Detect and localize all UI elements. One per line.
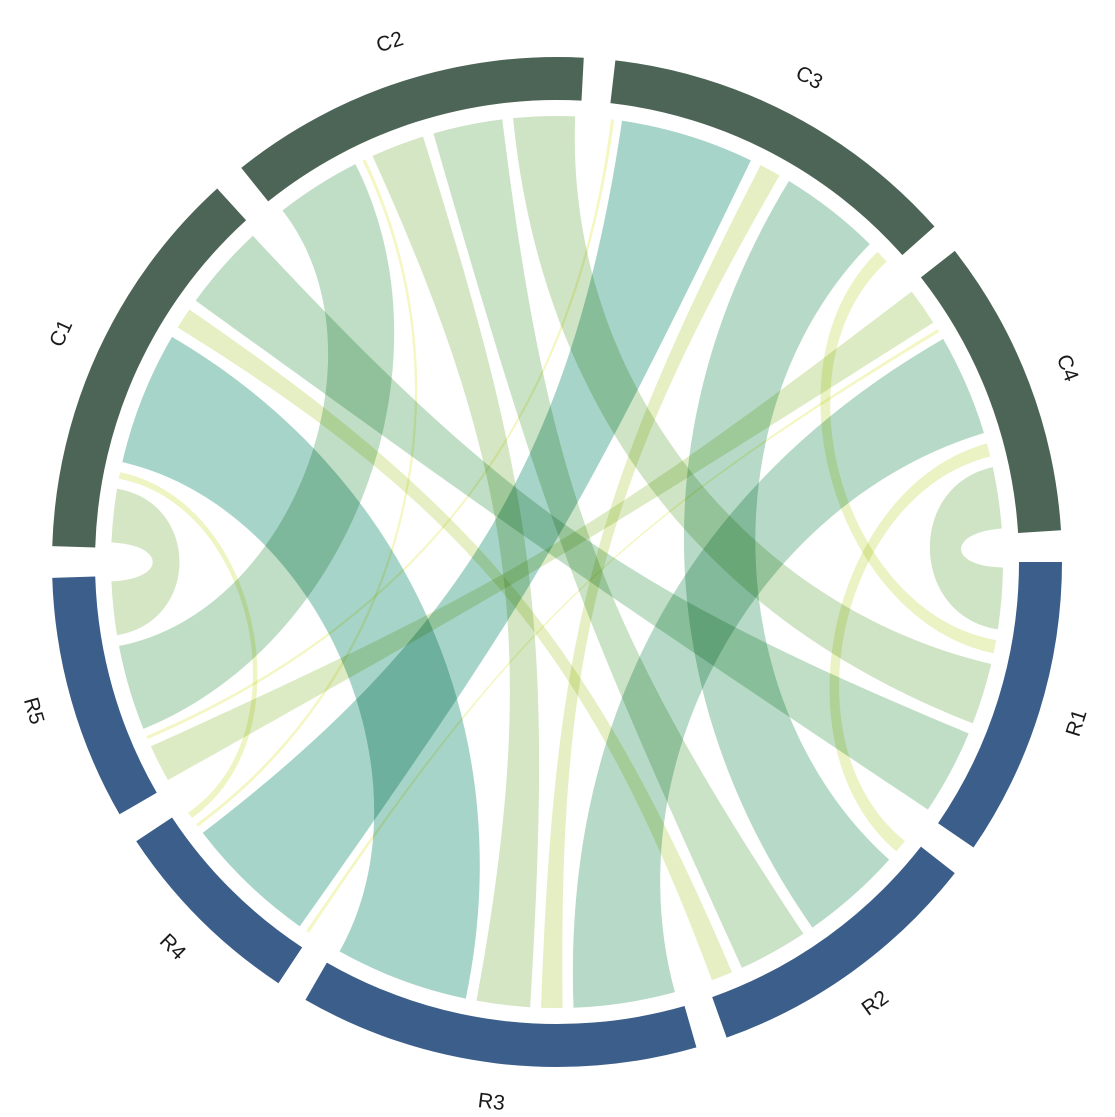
- ribbon-R3-C1: [122, 336, 480, 999]
- sector-label-C2: C2: [374, 27, 407, 57]
- ribbon-R5-C1: [111, 488, 180, 636]
- sector-arc-R3: [305, 962, 697, 1068]
- sector-label-C4: C4: [1052, 351, 1083, 385]
- sector-arc-C2: [241, 56, 584, 202]
- ribbon-R2-C4: [829, 443, 991, 852]
- sector-arc-R2: [712, 846, 955, 1038]
- sector-label-R1: R1: [1062, 707, 1092, 739]
- ribbon-R3-C4: [572, 338, 984, 1008]
- ribbon-R3-C3: [541, 165, 780, 1008]
- sector-arcs: [52, 56, 1062, 1068]
- ribbon-R2-C3: [683, 181, 890, 928]
- sector-label-R2: R2: [858, 986, 893, 1020]
- sector-arc-C4: [920, 250, 1061, 533]
- ribbon-R2-C2: [433, 119, 804, 968]
- ribbon-R5-C4: [150, 291, 934, 781]
- sector-arc-R4: [136, 817, 303, 984]
- sector-label-R5: R5: [19, 695, 48, 727]
- ribbon-R1-C4: [929, 467, 1003, 630]
- sector-label-C1: C1: [45, 316, 77, 350]
- sector-arc-R1: [938, 562, 1062, 848]
- sector-arc-C3: [610, 60, 935, 256]
- sector-arc-R5: [52, 576, 157, 815]
- sector-label-C3: C3: [792, 61, 826, 94]
- ribbon-R4-C3: [202, 120, 751, 927]
- sector-label-R4: R4: [155, 929, 190, 964]
- ribbons: [111, 115, 1003, 1008]
- sector-label-R3: R3: [477, 1089, 506, 1115]
- ribbon-R5-C2: [118, 164, 395, 729]
- sector-arc-C1: [52, 188, 247, 548]
